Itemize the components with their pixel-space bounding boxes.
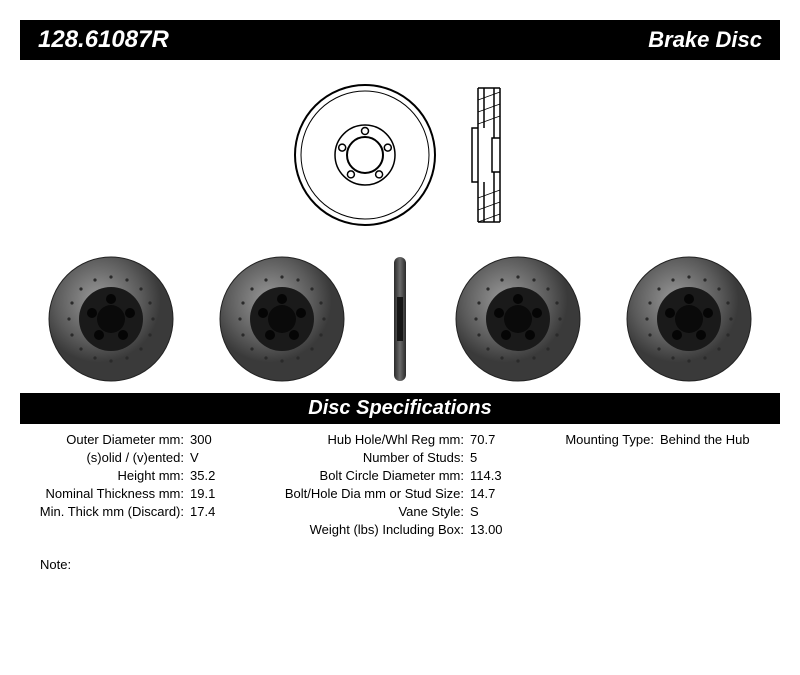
spec-row: Bolt Circle Diameter mm:114.3 <box>270 468 550 483</box>
spec-value: 13.00 <box>470 522 503 537</box>
spec-label: Vane Style: <box>270 504 470 519</box>
spec-label: Height mm: <box>20 468 190 483</box>
diagram-front-view <box>290 80 440 230</box>
spec-label: Bolt/Hole Dia mm or Stud Size: <box>270 486 470 501</box>
rotor-photo-edge <box>390 255 410 383</box>
spec-label: Outer Diameter mm: <box>20 432 190 447</box>
spec-value: 5 <box>470 450 477 465</box>
spec-value: 17.4 <box>190 504 215 519</box>
diagram-side-view <box>470 80 510 230</box>
note-row: Note: <box>0 537 800 572</box>
spec-label: (s)olid / (v)ented: <box>20 450 190 465</box>
spec-label: Bolt Circle Diameter mm: <box>270 468 470 483</box>
spec-value: 19.1 <box>190 486 215 501</box>
spec-label: Number of Studs: <box>270 450 470 465</box>
page-title: Brake Disc <box>648 27 762 53</box>
rotor-photo-3 <box>454 255 582 383</box>
photo-row <box>0 245 800 393</box>
spec-row: Number of Studs:5 <box>270 450 550 465</box>
spec-label: Min. Thick mm (Discard): <box>20 504 190 519</box>
spec-row: Min. Thick mm (Discard):17.4 <box>20 504 270 519</box>
spec-header-bar: Disc Specifications <box>20 393 780 424</box>
spec-value: 35.2 <box>190 468 215 483</box>
spec-label: Mounting Type: <box>550 432 660 447</box>
spec-value: 114.3 <box>470 468 502 483</box>
spec-value: S <box>470 504 479 519</box>
spec-column-2: Hub Hole/Whl Reg mm:70.7 Number of Studs… <box>270 432 550 537</box>
spec-column-3: Mounting Type:Behind the Hub <box>550 432 780 537</box>
diagram-row <box>0 60 800 245</box>
spec-label: Hub Hole/Whl Reg mm: <box>270 432 470 447</box>
spec-value: 14.7 <box>470 486 495 501</box>
spec-row: Nominal Thickness mm:19.1 <box>20 486 270 501</box>
spec-value: V <box>190 450 199 465</box>
spec-label: Nominal Thickness mm: <box>20 486 190 501</box>
spec-column-1: Outer Diameter mm:300 (s)olid / (v)ented… <box>20 432 270 537</box>
spec-row: Mounting Type:Behind the Hub <box>550 432 780 447</box>
spec-row: Vane Style:S <box>270 504 550 519</box>
rotor-photo-1 <box>47 255 175 383</box>
spec-row: Outer Diameter mm:300 <box>20 432 270 447</box>
spec-row: Height mm:35.2 <box>20 468 270 483</box>
spec-row: (s)olid / (v)ented:V <box>20 450 270 465</box>
header-bar: 128.61087R Brake Disc <box>20 20 780 60</box>
rotor-photo-4 <box>625 255 753 383</box>
note-label: Note: <box>40 557 71 572</box>
spec-value: Behind the Hub <box>660 432 750 447</box>
spec-row: Weight (lbs) Including Box:13.00 <box>270 522 550 537</box>
spec-value: 70.7 <box>470 432 495 447</box>
rotor-photo-2 <box>218 255 346 383</box>
spec-row: Bolt/Hole Dia mm or Stud Size:14.7 <box>270 486 550 501</box>
spec-value: 300 <box>190 432 212 447</box>
spec-label: Weight (lbs) Including Box: <box>270 522 470 537</box>
spec-table: Outer Diameter mm:300 (s)olid / (v)ented… <box>0 424 800 537</box>
spec-row: Hub Hole/Whl Reg mm:70.7 <box>270 432 550 447</box>
part-number: 128.61087R <box>38 26 169 54</box>
